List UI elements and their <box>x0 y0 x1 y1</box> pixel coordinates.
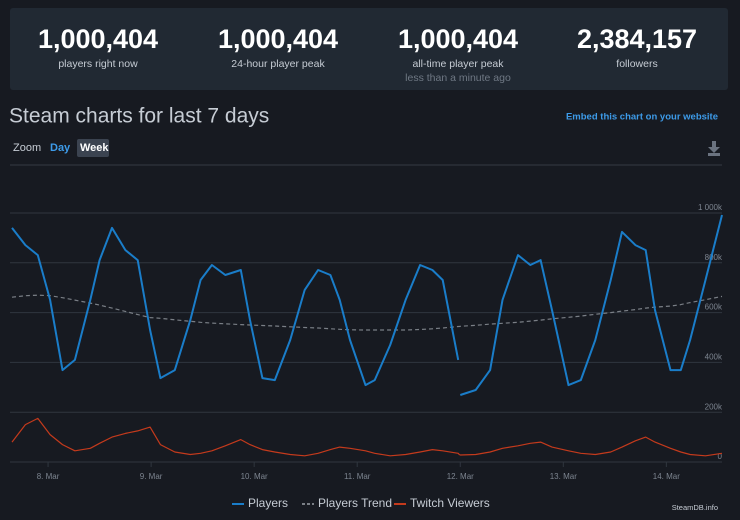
stat-value: 2,384,157 <box>577 24 697 54</box>
section-title: Steam charts for last 7 days <box>9 105 269 128</box>
y-tick-label: 200k <box>705 402 723 411</box>
y-tick-label: 600k <box>705 303 723 312</box>
legend-label: Players <box>248 496 288 510</box>
x-tick-label: 11. Mar <box>344 472 371 481</box>
legend-item[interactable]: Players <box>232 496 288 510</box>
stats-panel <box>10 8 728 90</box>
brand: SteamDB.info <box>672 503 718 512</box>
x-tick-label: 10. Mar <box>241 472 268 481</box>
legend-item[interactable]: Players Trend <box>302 496 392 510</box>
stat-label: all-time player peak <box>412 58 504 70</box>
stat-label: players right now <box>58 58 138 70</box>
stat-value: 1,000,404 <box>38 24 158 54</box>
legend-label: Twitch Viewers <box>410 496 490 510</box>
stat-label: 24-hour player peak <box>231 58 325 70</box>
zoom-week[interactable]: Week <box>80 142 109 154</box>
stat-value: 1,000,404 <box>398 24 518 54</box>
stat-label: followers <box>616 58 657 70</box>
x-tick-label: 13. Mar <box>550 472 577 481</box>
stat-value: 1,000,404 <box>218 24 338 54</box>
x-tick-label: 8. Mar <box>37 472 60 481</box>
zoom-active-bg <box>77 139 109 157</box>
series-line <box>11 294 723 331</box>
x-tick-label: 12. Mar <box>447 472 474 481</box>
series-line <box>11 214 723 396</box>
embed-link[interactable]: Embed this chart on your website <box>566 112 718 123</box>
y-tick-label: 1 000k <box>698 203 723 212</box>
legend-item[interactable]: Twitch Viewers <box>394 496 490 510</box>
y-tick-label: 0 <box>718 452 723 461</box>
y-tick-label: 400k <box>705 353 723 362</box>
stat-note: less than a minute ago <box>405 72 511 84</box>
y-tick-label: 800k <box>705 253 723 262</box>
legend-label: Players Trend <box>318 496 392 510</box>
series-line <box>11 417 723 457</box>
x-tick-label: 14. Mar <box>653 472 680 481</box>
download-icon[interactable] <box>708 141 720 156</box>
zoom-label: Zoom <box>13 142 41 154</box>
x-tick-label: 9. Mar <box>140 472 163 481</box>
zoom-day[interactable]: Day <box>50 142 71 154</box>
